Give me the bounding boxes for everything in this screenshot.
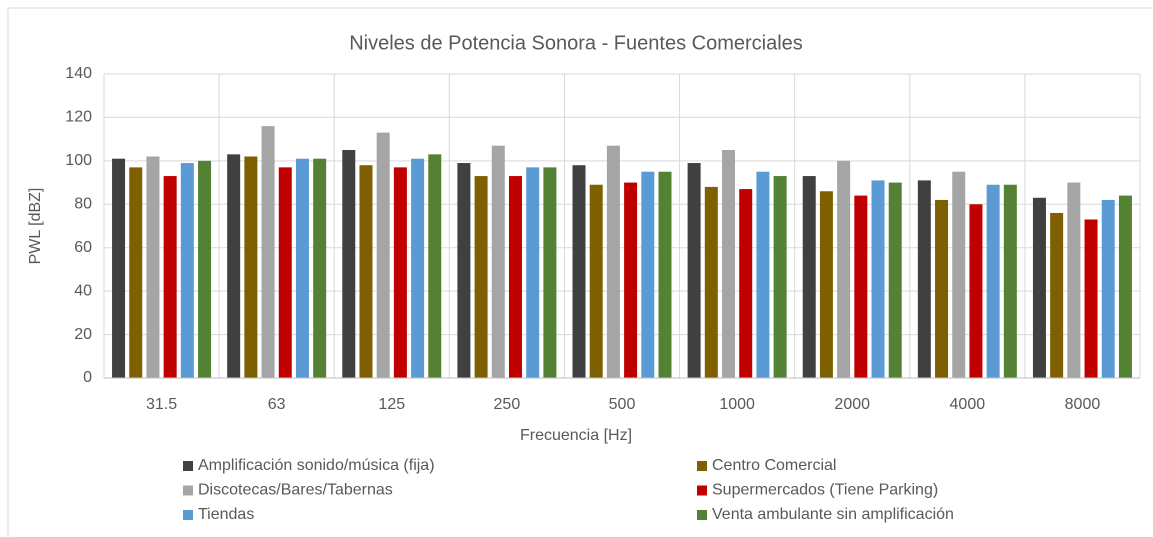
bar <box>1118 195 1132 378</box>
bar <box>986 184 1000 378</box>
legend-label: Amplificación sonido/música (fija) <box>198 457 435 474</box>
bar <box>227 154 241 378</box>
bar <box>572 165 586 378</box>
bar <box>1101 199 1115 378</box>
bar <box>457 163 471 378</box>
x-tick-label: 250 <box>494 396 521 413</box>
bar <box>1050 212 1064 378</box>
y-tick-label: 80 <box>74 196 92 213</box>
chart-title: Niveles de Potencia Sonora - Fuentes Com… <box>349 32 803 54</box>
bar <box>802 176 816 378</box>
x-tick-label: 125 <box>378 396 405 413</box>
legend-swatch <box>697 510 707 520</box>
bar <box>428 154 442 378</box>
x-tick-label: 1000 <box>719 396 755 413</box>
bar <box>739 189 753 378</box>
bar <box>1032 197 1046 378</box>
y-tick-label: 0 <box>83 369 92 386</box>
x-tick-label: 4000 <box>950 396 986 413</box>
bar <box>295 158 309 378</box>
x-tick-label: 63 <box>268 396 286 413</box>
y-tick-label: 140 <box>65 65 92 82</box>
legend-swatch <box>183 461 193 471</box>
bar <box>129 167 143 378</box>
legend-swatch <box>183 510 193 520</box>
bar <box>342 150 356 378</box>
bar <box>180 163 194 378</box>
x-axis-label: Frecuencia [Hz] <box>520 427 632 444</box>
bar <box>854 195 868 378</box>
legend-label: Supermercados (Tiene Parking) <box>712 482 938 499</box>
bar <box>376 132 390 378</box>
bar <box>393 167 407 378</box>
bar <box>722 150 736 378</box>
x-tick-label: 500 <box>609 396 636 413</box>
x-tick-label: 31.5 <box>146 396 177 413</box>
x-tick-label: 8000 <box>1065 396 1101 413</box>
y-tick-label: 40 <box>74 282 92 299</box>
legend-label: Centro Comercial <box>712 457 836 474</box>
bar <box>935 199 949 378</box>
bar <box>163 176 177 378</box>
bar <box>359 165 373 378</box>
bar <box>261 126 275 378</box>
bar <box>491 145 505 378</box>
x-tick-label: 2000 <box>834 396 870 413</box>
bar <box>198 160 212 378</box>
bar <box>952 171 966 378</box>
legend-label: Venta ambulante sin amplificación <box>712 506 954 523</box>
bar <box>658 171 672 378</box>
bar <box>1084 219 1098 378</box>
bar <box>112 158 126 378</box>
bar <box>526 167 540 378</box>
bar <box>1003 184 1017 378</box>
bar <box>756 171 770 378</box>
bar <box>244 156 258 378</box>
bar <box>1067 182 1081 378</box>
legend-label: Tiendas <box>198 506 254 523</box>
bar <box>837 160 851 378</box>
bar <box>917 180 931 378</box>
bar <box>969 204 983 378</box>
bar <box>543 167 557 378</box>
bar <box>508 176 522 378</box>
y-tick-label: 100 <box>65 152 92 169</box>
legend-label: Discotecas/Bares/Tabernas <box>198 482 393 499</box>
y-tick-label: 20 <box>74 326 92 343</box>
legend-swatch <box>697 461 707 471</box>
bar <box>146 156 160 378</box>
legend-swatch <box>183 485 193 496</box>
bar <box>313 158 327 378</box>
bar <box>871 180 885 378</box>
y-tick-label: 60 <box>74 239 92 256</box>
bar <box>278 167 292 378</box>
bar <box>888 182 902 378</box>
bar <box>606 145 620 378</box>
bar <box>589 184 603 378</box>
legend-swatch <box>697 485 707 496</box>
bar <box>773 176 787 378</box>
bar <box>641 171 655 378</box>
y-tick-label: 120 <box>65 109 92 126</box>
bar <box>819 191 833 378</box>
bar <box>474 176 488 378</box>
y-axis-label: PWL [dBZ] <box>27 188 44 265</box>
bar <box>624 182 638 378</box>
chart-border <box>7 7 1153 537</box>
bar <box>704 186 718 378</box>
bar <box>411 158 425 378</box>
bar <box>687 163 701 378</box>
